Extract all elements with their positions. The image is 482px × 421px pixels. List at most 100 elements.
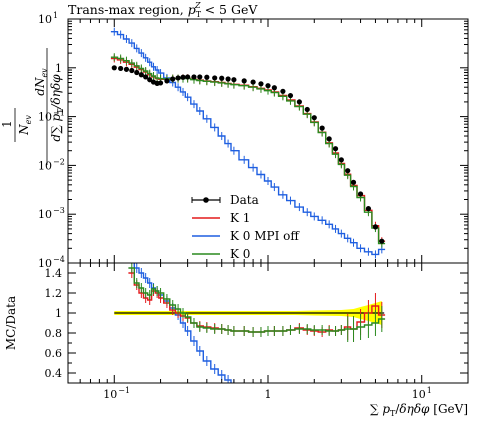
ratio-k-0-line: [128, 267, 386, 333]
y-tick-label-exponent: −4: [53, 255, 65, 264]
data-point: [311, 115, 317, 121]
ratio-y-tick-label: 1.4: [45, 267, 63, 280]
y-tick-label: 10: [38, 159, 52, 172]
chart-title-sub: T: [196, 10, 202, 19]
x-tick-label: 10: [412, 388, 426, 401]
x-tick-label: 1: [265, 388, 272, 401]
data-point: [332, 146, 339, 152]
data-point: [350, 179, 357, 185]
chart-title-cut: < 5 GeV: [201, 2, 259, 17]
ratio-y-axis-title: MC/Data: [4, 296, 18, 350]
y-axis-title-nev: Nev: [17, 115, 33, 136]
data-point: [258, 81, 264, 87]
data-point: [143, 74, 149, 80]
legend-data-marker: [203, 197, 209, 203]
y-tick-label-base: 10: [38, 13, 52, 26]
ratio-panel-frame: [67, 262, 469, 384]
ratio-y-tick-label: 1: [55, 307, 62, 320]
ratio-y-tick-label: 1.2: [45, 287, 63, 300]
y-axis-title-pt-sub: T: [56, 108, 65, 114]
data-point: [219, 75, 225, 81]
data-point: [241, 78, 247, 84]
data-point: [197, 74, 203, 80]
y-tick-label: 10: [38, 257, 52, 270]
x-axis-title-sub: T: [390, 409, 396, 418]
main-panel-frame: [67, 18, 469, 264]
y-axis-title-one: 1: [0, 120, 14, 128]
data-point: [304, 106, 310, 113]
y-tick-label-exponent: −1: [53, 109, 65, 118]
y-tick-label-base: 10: [38, 257, 52, 270]
y-axis-title-dn-sub: ev: [40, 68, 49, 78]
y-axis-title-deta: /δηδφ: [49, 74, 63, 110]
data-point: [204, 74, 210, 80]
y-tick-label-exponent: −3: [53, 206, 65, 215]
y-axis-title-dn: dN: [33, 77, 47, 96]
x-axis-title-den: δηδφ: [399, 402, 430, 416]
data-point: [118, 65, 124, 72]
data-point: [134, 69, 140, 76]
data-point: [111, 65, 117, 71]
data-point: [280, 88, 286, 94]
data-point: [129, 67, 135, 74]
y-tick-label-exponent: −2: [53, 157, 65, 166]
data-point: [250, 79, 256, 85]
chart-title: Trans-max region, pTZ < 5 GeV: [68, 1, 258, 19]
x-tick-label-exponent: 1: [427, 386, 432, 395]
chart-title-sup: Z: [194, 1, 201, 10]
data-point: [338, 157, 344, 163]
chart-title-text: Trans-max region,: [68, 2, 188, 17]
data-point: [357, 191, 364, 197]
data-point: [271, 85, 277, 91]
y-tick-label: 10: [38, 208, 52, 221]
x-axis-title-unit: [GeV]: [429, 402, 468, 416]
data-point: [365, 206, 372, 212]
ratio-y-tick-label: 0.6: [45, 347, 63, 360]
data-point: [157, 80, 164, 86]
y-axis-title-dsum: d∑ p: [49, 114, 63, 142]
data-point: [372, 224, 379, 230]
data-point: [123, 66, 130, 72]
legend-label-k-0: K 0: [230, 247, 250, 261]
data-point: [191, 74, 197, 80]
data-point: [326, 136, 332, 142]
chart-title-var: p: [188, 2, 196, 17]
ratio-y-tick-label: 0.8: [45, 327, 63, 340]
data-point: [319, 125, 325, 131]
legend-label-data: Data: [230, 193, 259, 207]
legend-label-k-1: K 1: [230, 211, 250, 225]
data-point: [231, 77, 237, 83]
y-axis-title-numerator: dNev: [33, 68, 49, 96]
x-tick-label: 10: [103, 388, 117, 401]
data-point: [175, 75, 181, 81]
data-point: [180, 74, 186, 80]
x-axis-title-sum: ∑: [370, 402, 382, 416]
x-axis-title-var: p: [382, 402, 390, 416]
y-axis-title-n: N: [17, 124, 31, 136]
legend-label-k-0-mpi-off: K 0 MPI off: [230, 229, 300, 243]
x-tick-label-base: 10: [103, 388, 117, 401]
data-point: [138, 72, 144, 78]
y-tick-label: 10: [38, 111, 52, 124]
ratio-y-tick-label: 0.4: [45, 367, 63, 380]
y-tick-label-base: 10: [38, 111, 52, 124]
y-axis-title-denominator: d∑ pT/δηδφ: [49, 74, 65, 142]
x-axis-title: ∑ pT/δηδφ [GeV]: [370, 402, 468, 418]
y-tick-label-base: 10: [38, 159, 52, 172]
y-tick-label-base: 10: [38, 208, 52, 221]
data-point: [164, 78, 170, 84]
x-tick-label-exponent: −1: [118, 386, 130, 395]
data-point: [212, 75, 218, 81]
series-k-0-line: [110, 56, 386, 245]
data-point: [147, 77, 153, 83]
data-point: [287, 92, 294, 99]
y-axis-title-ev: ev: [24, 115, 33, 125]
x-tick-label-base: 10: [412, 388, 426, 401]
data-point: [345, 168, 351, 174]
y-tick-label: 10: [38, 13, 52, 26]
data-point: [170, 76, 176, 82]
data-point: [379, 238, 385, 244]
y-tick-label-exponent: 1: [53, 11, 58, 20]
